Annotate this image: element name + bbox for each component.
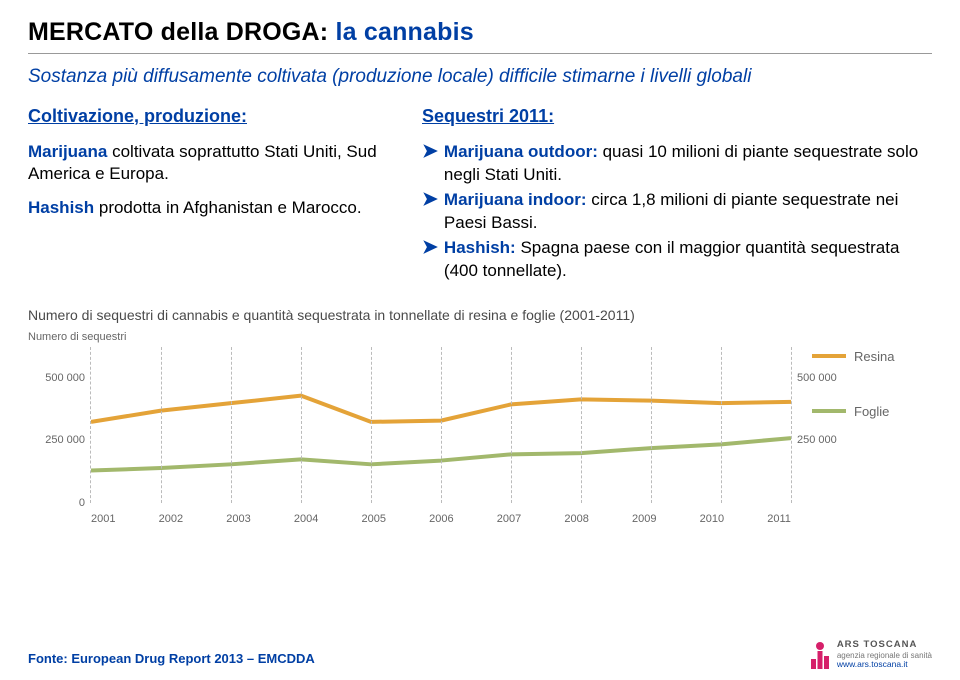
- bullet-lead: Marijuana indoor:: [444, 190, 587, 209]
- y-tick-label-left: 0: [33, 497, 85, 509]
- title-divider: [28, 53, 932, 54]
- y-axis-left-label: Numero di sequestri: [28, 331, 126, 343]
- x-ticks: 2001 2002 2003 2004 2005 2006 2007 2008 2009 2010…: [91, 513, 791, 525]
- arrow-icon: ➤: [422, 141, 438, 164]
- bullet-item: ➤ Marijuana indoor: circa 1,8 milioni di…: [422, 189, 932, 235]
- x-tick-label: 2005: [362, 513, 386, 525]
- logo-name: ARS TOSCANA: [837, 640, 932, 651]
- title-part-a: MERCATO della DROGA:: [28, 18, 335, 46]
- x-tick-label: 2007: [497, 513, 521, 525]
- bullet-text: Marijuana indoor: circa 1,8 milioni di p…: [444, 189, 932, 235]
- x-tick-label: 2004: [294, 513, 318, 525]
- gridline-vertical: [511, 347, 512, 503]
- x-tick-label: 2009: [632, 513, 656, 525]
- bullet-list: ➤ Marijuana outdoor: quasi 10 milioni di…: [422, 141, 932, 283]
- x-tick-label: 2003: [226, 513, 250, 525]
- legend-item-foglie: Foglie: [812, 404, 932, 419]
- y-tick-label-left: 500 000: [33, 372, 85, 384]
- page-title: MERCATO della DROGA: la cannabis: [28, 18, 932, 47]
- x-tick-label: 2002: [159, 513, 183, 525]
- left-heading: Coltivazione, produzione:: [28, 106, 388, 127]
- bullet-item: ➤ Marijuana outdoor: quasi 10 milioni di…: [422, 141, 932, 187]
- bullet-lead: Hashish:: [444, 238, 516, 257]
- left-para-1: Marijuana coltivata soprattutto Stati Un…: [28, 141, 388, 185]
- title-part-b: la cannabis: [335, 18, 473, 46]
- chart-plot: 0250 000250 000500 000500 00020012002200…: [90, 347, 792, 503]
- logo-url: www.ars.toscana.it: [837, 660, 932, 670]
- x-tick-label: 2006: [429, 513, 453, 525]
- legend-label: Foglie: [854, 404, 889, 419]
- right-column: Sequestri 2011: ➤ Marijuana outdoor: qua…: [422, 106, 932, 285]
- legend-swatch: [812, 354, 846, 358]
- bullet-item: ➤ Hashish: Spagna paese con il maggior q…: [422, 237, 932, 283]
- gridline-vertical: [441, 347, 442, 503]
- legend-swatch: [812, 409, 846, 413]
- logo: ARS TOSCANA agenzia regionale di sanità …: [811, 640, 932, 670]
- x-tick-label: 2008: [564, 513, 588, 525]
- legend-label: Resina: [854, 349, 894, 364]
- bullet-text: Hashish: Spagna paese con il maggior qua…: [444, 237, 932, 283]
- x-tick-label: 2001: [91, 513, 115, 525]
- source-text: Fonte: European Drug Report 2013 – EMCDD…: [28, 651, 315, 666]
- gridline-vertical: [161, 347, 162, 503]
- bullet-text: Marijuana outdoor: quasi 10 milioni di p…: [444, 141, 932, 187]
- left-column: Coltivazione, produzione: Marijuana colt…: [28, 106, 388, 285]
- logo-text: ARS TOSCANA agenzia regionale di sanità …: [837, 640, 932, 670]
- left-p2-lead: Hashish: [28, 198, 94, 217]
- arrow-icon: ➤: [422, 189, 438, 212]
- left-para-2: Hashish prodotta in Afghanistan e Marocc…: [28, 197, 388, 219]
- bullet-lead: Marijuana outdoor:: [444, 142, 598, 161]
- gridline-vertical: [301, 347, 302, 503]
- chart-box: Numero di sequestri 0250 000250 000500 0…: [28, 333, 932, 533]
- x-tick-label: 2010: [700, 513, 724, 525]
- right-heading: Sequestri 2011:: [422, 106, 932, 127]
- gridline-vertical: [721, 347, 722, 503]
- chart-legend: Resina Foglie: [812, 349, 932, 459]
- legend-item-resina: Resina: [812, 349, 932, 364]
- y-tick-label-left: 250 000: [33, 434, 85, 446]
- content-columns: Coltivazione, produzione: Marijuana colt…: [28, 106, 932, 285]
- arrow-icon: ➤: [422, 237, 438, 260]
- x-tick-label: 2011: [767, 513, 791, 525]
- gridline-vertical: [651, 347, 652, 503]
- gridline-vertical: [231, 347, 232, 503]
- gridline-vertical: [581, 347, 582, 503]
- left-p2-rest: prodotta in Afghanistan e Marocco.: [94, 198, 361, 217]
- subtitle: Sostanza più diffusamente coltivata (pro…: [28, 66, 932, 88]
- left-p1-lead: Marijuana: [28, 142, 107, 161]
- gridline-vertical: [371, 347, 372, 503]
- logo-icon: [811, 641, 829, 669]
- chart-container: Numero di sequestri di cannabis e quanti…: [28, 307, 932, 533]
- chart-title: Numero di sequestri di cannabis e quanti…: [28, 307, 932, 323]
